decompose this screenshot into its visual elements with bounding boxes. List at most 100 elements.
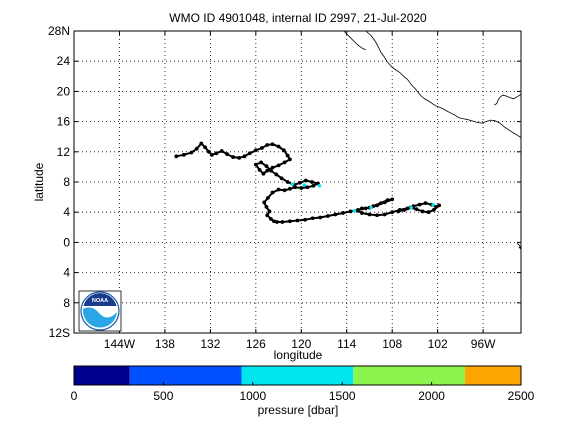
profile-point bbox=[434, 205, 439, 209]
profile-point bbox=[297, 180, 302, 185]
x-tick-label: 114 bbox=[337, 337, 356, 351]
profile-point bbox=[305, 185, 310, 190]
profile-point bbox=[423, 201, 428, 206]
pressure-colorbar bbox=[73, 365, 522, 386]
profile-point bbox=[285, 180, 290, 184]
profile-point bbox=[247, 151, 252, 156]
profile-point bbox=[270, 190, 275, 195]
y-tick-label: 12S bbox=[49, 326, 70, 340]
profile-point bbox=[266, 195, 270, 200]
profile-point bbox=[341, 211, 345, 215]
profile-point bbox=[206, 149, 211, 154]
profile-point bbox=[431, 208, 436, 212]
profile-point bbox=[272, 219, 276, 224]
x-tick-label: 120 bbox=[291, 337, 311, 351]
colorbar-bin bbox=[353, 366, 466, 385]
profile-point bbox=[181, 152, 186, 157]
profile-point bbox=[269, 217, 273, 221]
x-tick-label: 108 bbox=[382, 337, 402, 351]
colorbar-tick-label: 1000 bbox=[239, 389, 266, 403]
profile-point bbox=[189, 150, 194, 155]
profile-point bbox=[276, 163, 281, 168]
y-tick-label: 24 bbox=[57, 54, 71, 68]
profile-point bbox=[276, 187, 281, 192]
profile-point bbox=[293, 185, 298, 190]
profile-point bbox=[437, 203, 442, 208]
y-tick-label: 8 bbox=[63, 296, 70, 310]
profile-point bbox=[280, 220, 285, 224]
profile-point bbox=[259, 160, 264, 165]
profile-point-highlight bbox=[290, 182, 294, 187]
profile-point bbox=[219, 149, 224, 153]
profile-point bbox=[261, 171, 266, 176]
y-tick-label: 0 bbox=[63, 235, 70, 249]
profile-point bbox=[288, 219, 292, 224]
profile-point bbox=[382, 212, 387, 217]
colorbar-bin bbox=[129, 366, 242, 385]
profile-point bbox=[359, 206, 364, 211]
profile-point bbox=[390, 210, 395, 215]
profile-point bbox=[426, 210, 431, 215]
profile-point-highlight bbox=[302, 183, 307, 187]
map-plot-area bbox=[73, 30, 522, 334]
profile-point bbox=[390, 197, 395, 202]
profile-point bbox=[279, 176, 284, 181]
profile-point bbox=[242, 154, 247, 159]
profile-point bbox=[203, 145, 207, 150]
profile-point-highlight bbox=[352, 208, 357, 213]
profile-point bbox=[325, 214, 330, 218]
profile-point bbox=[237, 155, 242, 160]
x-tick-label: 138 bbox=[155, 337, 175, 351]
profile-point bbox=[214, 151, 219, 156]
x-axis-label: longitude bbox=[274, 348, 323, 362]
profile-point bbox=[382, 200, 387, 205]
profile-point bbox=[333, 212, 338, 217]
profile-point bbox=[311, 183, 316, 188]
profile-point bbox=[288, 186, 292, 191]
profile-point bbox=[385, 198, 390, 203]
profile-point bbox=[264, 164, 269, 169]
colorbar-tick-label: 2500 bbox=[508, 389, 535, 403]
profile-point bbox=[253, 148, 258, 153]
profile-point bbox=[363, 206, 368, 211]
colorbar-label: pressure [dbar] bbox=[258, 403, 339, 417]
y-tick-label: 20 bbox=[57, 84, 71, 98]
y-tick-label: 4 bbox=[63, 266, 70, 280]
profile-point-highlight bbox=[317, 183, 322, 188]
x-tick-label: 102 bbox=[428, 337, 448, 351]
colorbar-tick-label: 2000 bbox=[418, 389, 445, 403]
profile-point bbox=[253, 162, 258, 167]
profile-point bbox=[414, 207, 419, 212]
profile-point bbox=[309, 180, 314, 184]
colorbar-tick-label: 1500 bbox=[329, 389, 356, 403]
profile-point bbox=[359, 211, 364, 215]
profile-point bbox=[270, 165, 275, 170]
profile-point bbox=[310, 216, 315, 221]
profile-point bbox=[417, 202, 422, 207]
y-tick-label: 8 bbox=[63, 175, 70, 189]
colorbar-tick-label: 500 bbox=[153, 389, 173, 403]
profile-point bbox=[257, 168, 262, 172]
profile-point bbox=[288, 157, 292, 162]
logo-sky bbox=[83, 293, 117, 306]
y-tick-label: 28N bbox=[48, 24, 70, 38]
x-tick-label: 132 bbox=[200, 337, 220, 351]
profile-point bbox=[265, 168, 270, 173]
highlight-layer bbox=[290, 182, 435, 213]
chart-title: WMO ID 4901048, internal ID 2997, 21-Jul… bbox=[169, 11, 427, 25]
profile-point bbox=[265, 213, 270, 218]
colorbar-tick-label: 0 bbox=[71, 389, 78, 403]
y-tick-label: 16 bbox=[57, 115, 71, 129]
profile-point bbox=[282, 160, 287, 165]
profile-point bbox=[285, 153, 290, 158]
profile-point bbox=[282, 188, 287, 193]
coastline-layer bbox=[343, 30, 522, 250]
coastline bbox=[516, 242, 522, 250]
y-tick-label: 4 bbox=[63, 205, 70, 219]
profile-point bbox=[303, 217, 307, 222]
profile-point bbox=[265, 143, 270, 147]
profile-point bbox=[262, 200, 267, 205]
profile-point bbox=[396, 209, 401, 214]
profile-point bbox=[231, 155, 236, 159]
